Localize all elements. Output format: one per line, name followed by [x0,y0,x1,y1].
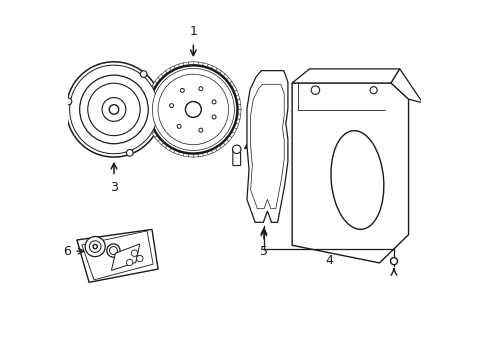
Circle shape [212,100,216,104]
FancyBboxPatch shape [232,151,240,166]
Circle shape [80,75,148,144]
Text: 5: 5 [260,245,267,258]
Polygon shape [250,84,284,209]
Circle shape [131,250,138,256]
Polygon shape [390,69,422,103]
Circle shape [232,145,241,154]
Circle shape [102,98,125,121]
Circle shape [180,88,184,92]
Polygon shape [77,229,158,282]
Circle shape [212,115,216,119]
Circle shape [169,104,173,108]
Circle shape [126,149,133,156]
Polygon shape [291,83,407,263]
Circle shape [390,258,397,265]
Circle shape [185,102,201,117]
Circle shape [140,71,147,77]
Circle shape [85,237,105,257]
Text: 1: 1 [189,25,197,38]
Circle shape [66,62,161,157]
Polygon shape [246,71,287,222]
Text: 6: 6 [62,244,70,258]
Circle shape [310,86,319,94]
Circle shape [89,241,101,252]
Circle shape [69,65,158,154]
Circle shape [369,87,376,94]
Circle shape [109,247,117,255]
Circle shape [93,244,97,249]
Ellipse shape [330,131,383,229]
Circle shape [199,87,203,91]
Circle shape [177,124,181,128]
Circle shape [145,62,241,157]
Circle shape [199,128,203,132]
Circle shape [106,244,120,257]
Text: 2: 2 [256,133,264,146]
Circle shape [136,255,142,262]
Circle shape [126,259,133,266]
Circle shape [152,68,234,150]
Circle shape [87,83,140,136]
Polygon shape [291,69,399,83]
Polygon shape [111,244,140,270]
Circle shape [158,74,228,145]
Text: 3: 3 [110,181,118,194]
Circle shape [65,98,72,105]
Text: 4: 4 [325,254,332,267]
Circle shape [109,105,119,114]
Circle shape [149,66,237,154]
Polygon shape [81,231,153,280]
